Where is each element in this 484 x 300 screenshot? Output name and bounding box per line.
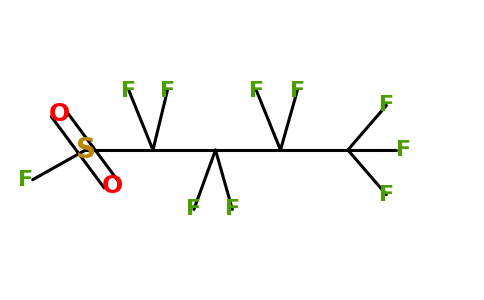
Text: F: F: [249, 81, 264, 100]
Text: S: S: [76, 136, 96, 164]
Text: F: F: [160, 81, 175, 100]
Text: F: F: [379, 95, 394, 116]
Text: F: F: [396, 140, 411, 160]
Text: F: F: [225, 200, 240, 219]
Text: O: O: [102, 174, 123, 198]
Text: F: F: [121, 81, 136, 100]
Text: F: F: [379, 184, 394, 205]
Text: F: F: [290, 81, 305, 100]
Text: O: O: [48, 102, 70, 126]
Text: F: F: [17, 170, 32, 190]
Text: F: F: [186, 200, 201, 219]
